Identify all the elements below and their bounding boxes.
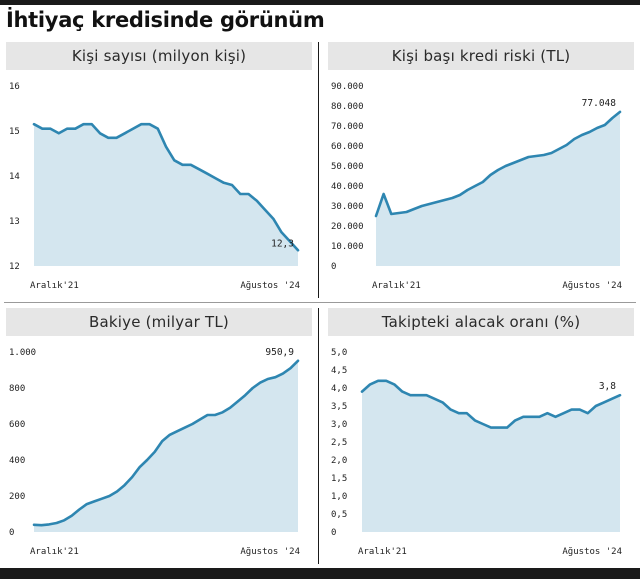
bottom-bar (0, 568, 640, 579)
divider-vertical-top (318, 42, 319, 298)
chart-kisi-basi-risk: 0 10.000 20.000 30.000 40.000 50.000 60.000 70.… (331, 82, 622, 291)
y-tick-label: 4,0 (331, 384, 347, 394)
y-tick-label: 1,0 (331, 492, 347, 502)
series-line (32, 122, 300, 252)
y-tick-label: 3,5 (331, 402, 347, 412)
chart-kisi-sayisi: 12 13 14 15 16 12,3 Aralık'21 Ağustos '24 (9, 82, 300, 291)
divider-horizontal (4, 302, 636, 303)
y-tick-label: 3,0 (331, 420, 347, 430)
y-tick-label: 16 (9, 82, 20, 92)
chart-panel-kisi-sayisi: Kişi sayısı (milyon kişi) 12 13 14 15 16 12,3… (6, 42, 312, 294)
end-value-label: 77.048 (582, 98, 617, 109)
y-tick-label: 80.000 (331, 102, 364, 112)
y-tick-label: 12 (9, 262, 20, 272)
y-tick-label: 200 (9, 492, 25, 502)
area-fill (34, 360, 298, 532)
x-tick-label-end: Ağustos '24 (562, 547, 622, 557)
series-line (374, 110, 622, 218)
y-tick-label: 1.000 (9, 348, 36, 358)
y-tick-label: 13 (9, 217, 20, 227)
y-tick-label: 400 (9, 456, 25, 466)
y-tick-label: 90.000 (331, 82, 364, 92)
chart-title: Kişi başı kredi riski (TL) (328, 42, 634, 70)
chart-panel-kisi-basi-risk: Kişi başı kredi riski (TL) 0 10.000 20.000… (328, 42, 634, 294)
y-tick-label: 0 (9, 528, 14, 538)
page-title: İhtiyaç kredisinde görünüm (6, 8, 325, 32)
y-tick-label: 2,0 (331, 456, 347, 466)
y-tick-label: 10.000 (331, 242, 364, 252)
top-bar (0, 0, 640, 5)
y-tick-label: 0,5 (331, 510, 347, 520)
series-line (32, 359, 300, 527)
y-tick-label: 1,5 (331, 474, 347, 484)
y-tick-label: 2,5 (331, 438, 347, 448)
x-tick-label-end: Ağustos '24 (240, 281, 300, 291)
x-tick-label-start: Aralık'21 (372, 281, 421, 291)
end-value-label: 12,3 (271, 238, 294, 249)
x-tick-label-end: Ağustos '24 (562, 281, 622, 291)
y-tick-label: 60.000 (331, 142, 364, 152)
y-tick-label: 70.000 (331, 122, 364, 132)
end-value-label: 950,9 (265, 347, 294, 358)
x-tick-label-start: Aralık'21 (30, 281, 79, 291)
y-tick-label: 50.000 (331, 162, 364, 172)
y-tick-label: 30.000 (331, 202, 364, 212)
x-tick-label-end: Ağustos '24 (240, 547, 300, 557)
divider-vertical-bottom (318, 308, 319, 564)
y-tick-label: 0 (331, 262, 336, 272)
y-tick-label: 4,5 (331, 366, 347, 376)
chart-title: Takipteki alacak oranı (%) (328, 308, 634, 336)
area-fill (362, 380, 620, 532)
chart-panel-takipteki-alacak: Takipteki alacak oranı (%) 0 0,5 1,0 1,5 2,0… (328, 308, 634, 560)
chart-title: Kişi sayısı (milyon kişi) (6, 42, 312, 70)
x-tick-label-start: Aralık'21 (30, 547, 79, 557)
y-tick-label: 15 (9, 127, 20, 137)
chart-bakiye: 0 200 400 600 800 1.000 950,9 Aralık'21 Ağustos … (9, 347, 300, 557)
y-tick-label: 5,0 (331, 348, 347, 358)
x-tick-label-start: Aralık'21 (358, 547, 407, 557)
y-tick-label: 800 (9, 384, 25, 394)
series-line (360, 379, 622, 429)
end-value-label: 3,8 (599, 381, 616, 392)
chart-title: Bakiye (milyar TL) (6, 308, 312, 336)
y-tick-label: 0 (331, 528, 336, 538)
chart-takipteki-alacak: 0 0,5 1,0 1,5 2,0 2,5 3,0 3,5 4,0 4,5 5,0 3,8 Aralık… (331, 348, 622, 557)
y-tick-label: 40.000 (331, 182, 364, 192)
y-tick-label: 14 (9, 172, 20, 182)
chart-panel-bakiye: Bakiye (milyar TL) 0 200 400 600 800 1.000 950… (6, 308, 312, 560)
y-tick-label: 20.000 (331, 222, 364, 232)
area-fill (34, 124, 298, 266)
y-tick-label: 600 (9, 420, 25, 430)
